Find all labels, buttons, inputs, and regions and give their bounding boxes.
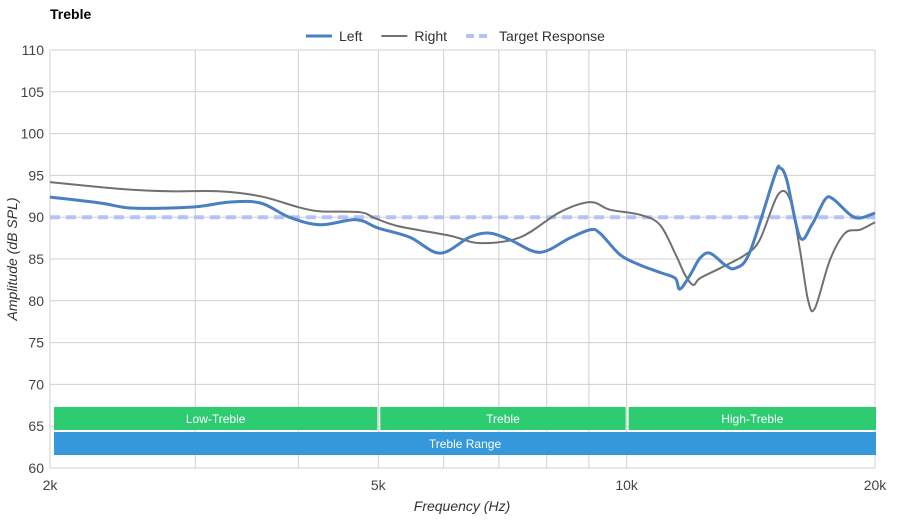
- band-treble-range: [54, 432, 876, 455]
- series-line-right: [49, 181, 876, 313]
- band-high-treble: [628, 407, 876, 430]
- y-axis-label: Amplitude (dB SPL): [4, 198, 20, 322]
- y-tick-label: 90: [28, 209, 44, 225]
- legend-label: Left: [339, 28, 362, 44]
- band-treble: [380, 407, 626, 430]
- x-axis-label: Frequency (Hz): [414, 498, 510, 514]
- band-low-treble: [54, 407, 378, 430]
- y-tick-label: 95: [28, 167, 44, 183]
- band-label: High-Treble: [721, 412, 784, 426]
- x-tick-label: 5k: [371, 477, 387, 493]
- x-tick-label: 2k: [43, 477, 59, 493]
- x-tick-label: 20k: [864, 477, 888, 493]
- y-tick-label: 65: [28, 418, 44, 434]
- y-tick-label: 85: [28, 251, 44, 267]
- band-label: Treble: [486, 412, 520, 426]
- legend-label: Right: [414, 28, 447, 44]
- chart-title: Treble: [50, 6, 91, 22]
- band-label: Treble Range: [429, 437, 502, 451]
- y-tick-label: 70: [28, 376, 44, 392]
- band-label: Low-Treble: [186, 412, 246, 426]
- series-line-left: [49, 164, 876, 291]
- y-tick-label: 60: [28, 460, 44, 476]
- y-tick-label: 105: [21, 84, 45, 100]
- y-tick-label: 110: [22, 42, 45, 58]
- x-tick-label: 10k: [615, 477, 639, 493]
- y-tick-label: 80: [28, 293, 44, 309]
- legend-label: Target Response: [499, 28, 605, 44]
- y-tick-label: 100: [21, 126, 45, 142]
- y-tick-label: 75: [28, 335, 44, 351]
